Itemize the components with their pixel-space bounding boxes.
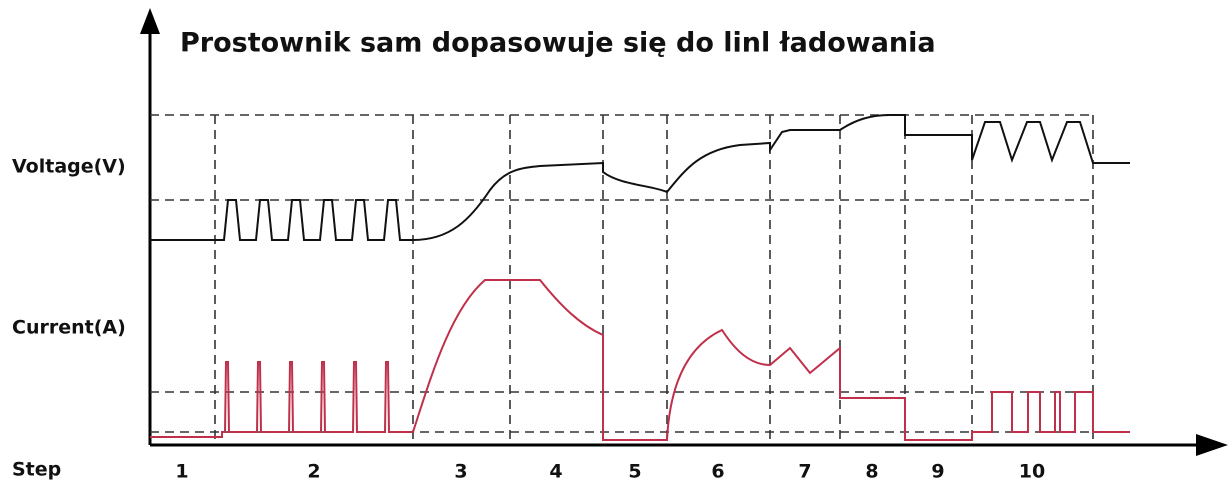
voltage-label: Voltage(V) (12, 156, 126, 178)
step-labels: 1 2 3 4 5 6 7 8 9 10 (175, 461, 1045, 483)
axis-arrow (1196, 434, 1228, 456)
current-curve (150, 279, 1130, 441)
dashed-grid (150, 114, 1094, 445)
step-number: 9 (931, 461, 944, 483)
current-label: Current(A) (12, 317, 126, 339)
step-number: 8 (865, 461, 878, 483)
step-number: 6 (711, 461, 724, 483)
step-label: Step (12, 459, 61, 481)
step-number: 7 (798, 461, 811, 483)
step-number: 1 (175, 461, 188, 483)
step-number: 5 (628, 461, 641, 483)
step-number: 3 (454, 461, 467, 483)
step-number: 2 (307, 461, 320, 483)
title: Prostownik sam dopasowuje się do linl ła… (180, 28, 936, 59)
step-number: 10 (1019, 461, 1045, 483)
step-number: 4 (549, 461, 562, 483)
axis-arrow (140, 8, 160, 34)
voltage-curve (150, 114, 1130, 241)
